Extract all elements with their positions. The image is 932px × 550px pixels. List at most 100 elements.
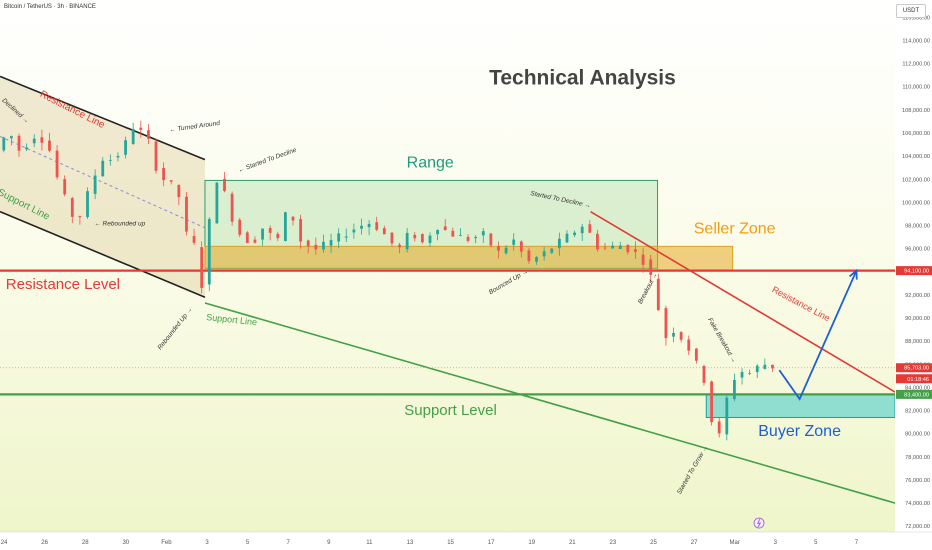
candle-body [124,140,127,155]
time-tick-label: 7 [855,540,859,546]
candle-body [596,233,599,250]
price-tag-bg [896,374,932,384]
candle-body [451,230,455,237]
candle-body [291,216,295,221]
price-tick-label: 72,000.00 [905,524,930,530]
candle-body [10,136,13,139]
candle-body [329,240,333,246]
candle-body [162,167,166,181]
candle-body [185,196,188,232]
candle-body [382,228,386,235]
label-technical-analysis: Technical Analysis [489,66,676,89]
currency-button[interactable]: USDT [896,4,926,18]
price-tick-label: 112,000.00 [902,62,930,68]
candle-body [139,127,143,130]
candle-body [215,182,219,224]
candle-body [360,225,363,229]
candle-body [466,236,470,241]
price-tick-label: 106,000.00 [902,131,930,137]
time-tick-label: 17 [488,540,495,546]
candle-body [169,180,173,182]
candle-body [725,397,729,435]
candle-body [344,236,348,238]
candle-body [283,212,287,241]
candle-body [253,239,257,243]
time-tick-label: 28 [82,540,89,546]
candle-body [611,245,615,249]
time-axis-panel [0,532,932,550]
price-tag-label: 01:18:46 [907,377,929,383]
price-tick-label: 92,000.00 [905,293,930,299]
candle-body [626,244,630,253]
candle-body [276,233,280,239]
price-tick-label: 76,000.00 [905,478,930,484]
candle-body [550,248,554,253]
time-tick-label: 3 [205,540,209,546]
line-channel-midline [0,136,206,229]
time-tick-label: 13 [407,540,414,546]
candle-body [40,137,44,143]
price-tag-bg [896,389,932,399]
candle-body [299,219,303,242]
candle-body [48,140,51,151]
candle-body [497,246,500,251]
price-tick-label: 96,000.00 [905,247,930,253]
candle-body [565,233,569,243]
price-tick-label: 80,000.00 [905,432,930,438]
candle-body [710,381,713,423]
candle-body [527,250,531,262]
annotation-turned-around: ← Turned Around [169,120,221,134]
candle-body [489,233,493,246]
annotation-rebounded-up: ← Rebounded up [94,221,145,228]
candle-body [740,372,744,378]
time-tick-label: 7 [287,540,291,546]
candle-body [352,229,356,233]
candle-body [78,216,82,218]
price-tick-label: 88,000.00 [905,339,930,345]
line-resistance-line-descending-channel [0,75,206,161]
label-support-line: Support Line [206,312,258,327]
candle-body [398,244,401,248]
price-tag-bg [896,266,932,276]
candle-body [603,247,607,249]
candle-body [147,130,150,139]
candle-body [748,373,752,374]
candle-body [86,191,89,218]
candle-body [443,226,447,231]
candle-body [116,155,120,158]
price-tick-label: 104,000.00 [902,154,930,160]
time-tick-label: 5 [814,540,818,546]
candle-body [474,237,478,239]
candle-body [649,259,653,275]
candle-body [55,150,59,178]
candle-body [17,135,21,151]
candle-body [512,239,516,245]
candle-body [573,232,576,236]
candle-body [436,229,440,235]
annotation-started-to-grow: Started To Grow → [676,444,710,495]
price-tick-label: 102,000.00 [902,177,930,183]
candle-body [504,247,508,254]
symbol-header: Bitcoin / TetherUS · 3h · BINANCE [4,4,96,10]
price-tick-label: 108,000.00 [902,108,930,114]
annotation-started-to-decline: ← Started To Decline [237,147,298,175]
label-support-level: Support Level [404,402,497,419]
candle-body [154,141,158,171]
candle-body [580,226,584,234]
price-tick-label: 116,000.00 [902,15,930,21]
candle-body [664,308,668,339]
candle-body [459,235,462,237]
candle-body [672,332,675,337]
annotation-breakout: Breakout → [637,272,659,306]
time-tick-label: 23 [610,540,617,546]
time-tick-label: 5 [246,540,250,546]
time-tick-label: 19 [528,540,535,546]
time-tick-label: 25 [650,540,657,546]
price-tag-label: 83,400.00 [904,392,929,398]
candle-body [656,278,660,311]
price-tag-bg [896,363,932,373]
time-tick-label: 21 [569,540,576,546]
time-tick-label: 30 [122,540,129,546]
